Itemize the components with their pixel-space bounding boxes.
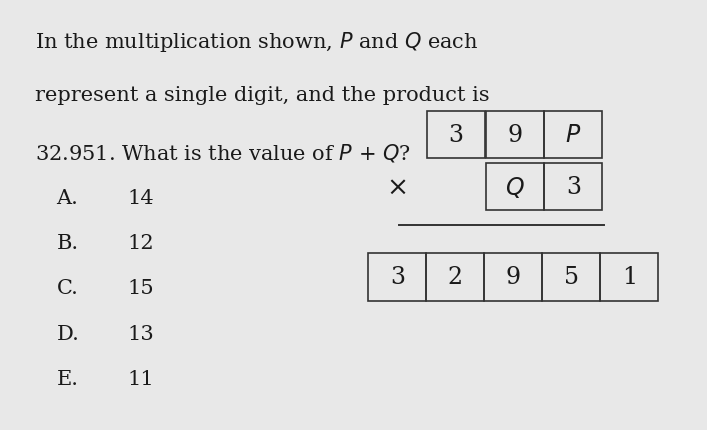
Text: 14: 14: [127, 188, 154, 207]
Text: 3: 3: [566, 175, 581, 199]
Text: 15: 15: [127, 279, 154, 298]
Text: 2: 2: [448, 266, 463, 289]
Text: 32.951. What is the value of $P$ + $Q$?: 32.951. What is the value of $P$ + $Q$?: [35, 142, 411, 164]
Text: In the multiplication shown, $P$ and $Q$ each: In the multiplication shown, $P$ and $Q$…: [35, 30, 479, 54]
Text: 5: 5: [563, 266, 579, 289]
Text: D.: D.: [57, 324, 79, 343]
Text: $Q$: $Q$: [505, 175, 525, 200]
Text: 13: 13: [127, 324, 154, 343]
Text: 12: 12: [127, 233, 154, 252]
Text: A.: A.: [57, 188, 78, 207]
Text: 3: 3: [448, 124, 464, 147]
Text: 9: 9: [507, 124, 522, 147]
Text: $P$: $P$: [566, 124, 581, 147]
Text: 3: 3: [390, 266, 405, 289]
Text: represent a single digit, and the product is: represent a single digit, and the produc…: [35, 86, 490, 105]
Text: E.: E.: [57, 369, 78, 388]
Text: ×: ×: [386, 175, 409, 200]
Text: C.: C.: [57, 279, 78, 298]
Text: 1: 1: [621, 266, 637, 289]
Text: 9: 9: [506, 266, 521, 289]
Text: B.: B.: [57, 233, 78, 252]
Text: 11: 11: [127, 369, 154, 388]
